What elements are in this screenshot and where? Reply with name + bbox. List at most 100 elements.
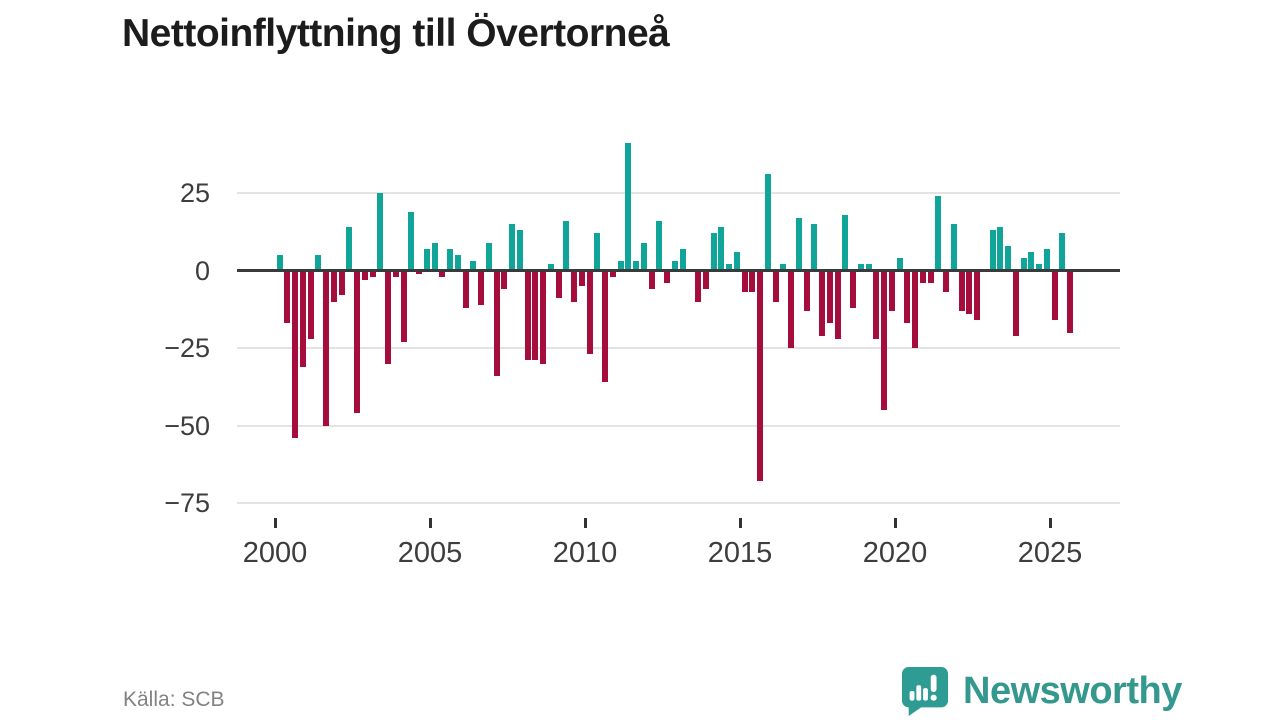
- bar-2007-q1: [493, 270, 500, 376]
- bar-2025-q3: [1067, 270, 1073, 333]
- bar-2016-q1: [772, 270, 779, 302]
- bar-2009-q2: [563, 220, 570, 271]
- bar-2008-q3: [540, 270, 546, 364]
- bar-2023-q4: [1012, 270, 1019, 336]
- bar-2008-q4: [547, 264, 554, 271]
- x-tick-2005: [428, 518, 432, 528]
- bar-2022-q3: [974, 270, 980, 321]
- x-tick-label-2005: 2005: [397, 537, 463, 569]
- bar-2011-q2: [625, 143, 632, 271]
- bar-2005-q4: [454, 255, 461, 271]
- bar-2024-q4: [1043, 248, 1050, 271]
- bar-2012-q4: [671, 261, 678, 271]
- x-tick-2000: [273, 518, 277, 528]
- bar-2019-q3: [881, 270, 887, 410]
- x-tick-2010: [583, 518, 587, 528]
- bar-2001-q2: [315, 255, 322, 271]
- bar-2013-q1: [679, 248, 686, 271]
- bar-2002-q2: [346, 227, 353, 271]
- bar-2017-q3: [819, 270, 825, 336]
- bar-2015-q2: [749, 270, 756, 293]
- bar-2007-q3: [509, 224, 515, 271]
- x-tick-2015: [738, 518, 742, 528]
- bar-2001-q4: [330, 270, 337, 302]
- bar-2000-q1: [276, 255, 283, 271]
- x-tick-label-2010: 2010: [552, 537, 618, 569]
- bar-2003-q1: [369, 270, 376, 277]
- bar-2003-q3: [385, 270, 391, 364]
- bar-2021-q4: [950, 224, 957, 271]
- bar-2020-q1: [896, 258, 903, 271]
- bar-2014-q4: [733, 251, 740, 271]
- bar-2004-q4: [423, 248, 430, 271]
- bar-2022-q2: [966, 270, 973, 314]
- bar-2000-q4: [299, 270, 306, 367]
- bar-2010-q4: [609, 270, 616, 277]
- plot-area: [237, 110, 1120, 510]
- chart-title: Nettoinflyttning till Övertorneå: [122, 12, 670, 55]
- bar-2018-q3: [850, 270, 856, 308]
- y-tick-label-0: 0: [194, 255, 210, 286]
- bar-2021-q2: [935, 196, 942, 271]
- bar-2020-q3: [912, 270, 918, 348]
- bar-2009-q4: [578, 270, 585, 286]
- bar-2011-q1: [617, 261, 624, 271]
- bar-2016-q4: [795, 217, 802, 271]
- bar-2012-q2: [656, 220, 663, 271]
- bar-2006-q1: [462, 270, 469, 308]
- bar-2003-q4: [392, 270, 399, 277]
- bar-2019-q2: [873, 270, 880, 339]
- newsworthy-icon: [901, 667, 949, 716]
- bar-2016-q2: [780, 264, 787, 271]
- bar-2009-q1: [555, 270, 562, 299]
- bar-2010-q1: [586, 270, 593, 355]
- bar-2016-q3: [788, 270, 794, 348]
- bar-2025-q1: [1051, 270, 1058, 321]
- bar-2005-q3: [447, 248, 453, 271]
- bar-2013-q4: [702, 270, 709, 290]
- bar-2017-q1: [803, 270, 810, 311]
- bar-2020-q4: [919, 270, 926, 283]
- bar-2015-q1: [741, 270, 748, 293]
- bar-2015-q3: [757, 270, 763, 482]
- bar-2023-q3: [1005, 245, 1011, 271]
- bar-2002-q1: [338, 270, 345, 296]
- bar-2010-q3: [602, 270, 608, 383]
- bar-2013-q3: [695, 270, 701, 302]
- bar-2014-q1: [710, 233, 717, 271]
- bar-2014-q2: [718, 227, 725, 271]
- bar-2008-q1: [524, 270, 531, 361]
- bar-2001-q1: [307, 270, 314, 339]
- bar-2006-q4: [485, 242, 492, 271]
- bar-2021-q1: [927, 270, 934, 283]
- bar-2017-q2: [811, 224, 818, 271]
- bar-2023-q1: [989, 230, 996, 271]
- bar-2010-q2: [594, 233, 601, 271]
- bar-2024-q2: [1028, 251, 1035, 271]
- bar-2022-q1: [958, 270, 965, 311]
- bar-2001-q3: [323, 270, 329, 426]
- newsworthy-logo: Newsworthy: [901, 666, 1182, 716]
- x-tick-label-2000: 2000: [242, 537, 308, 569]
- x-tick-2020: [893, 518, 897, 528]
- bar-2009-q3: [571, 270, 577, 302]
- bar-2024-q3: [1036, 264, 1042, 271]
- source-note: Källa: SCB: [123, 688, 225, 711]
- bar-2004-q2: [408, 211, 415, 271]
- bar-2025-q2: [1059, 233, 1066, 271]
- bar-2003-q2: [377, 193, 384, 271]
- bar-2008-q2: [532, 270, 539, 361]
- x-tick-label-2020: 2020: [862, 537, 928, 569]
- gridline--75: [237, 502, 1120, 504]
- bar-2018-q4: [857, 264, 864, 271]
- bar-2006-q2: [470, 261, 477, 271]
- bar-2005-q2: [439, 270, 446, 277]
- bar-2023-q2: [997, 227, 1004, 271]
- bar-2014-q3: [726, 264, 732, 271]
- bar-2020-q2: [904, 270, 911, 324]
- gridline--25: [237, 347, 1120, 349]
- x-tick-2025: [1048, 518, 1052, 528]
- y-tick-label--75: −75: [164, 488, 210, 518]
- bar-2011-q3: [633, 261, 639, 271]
